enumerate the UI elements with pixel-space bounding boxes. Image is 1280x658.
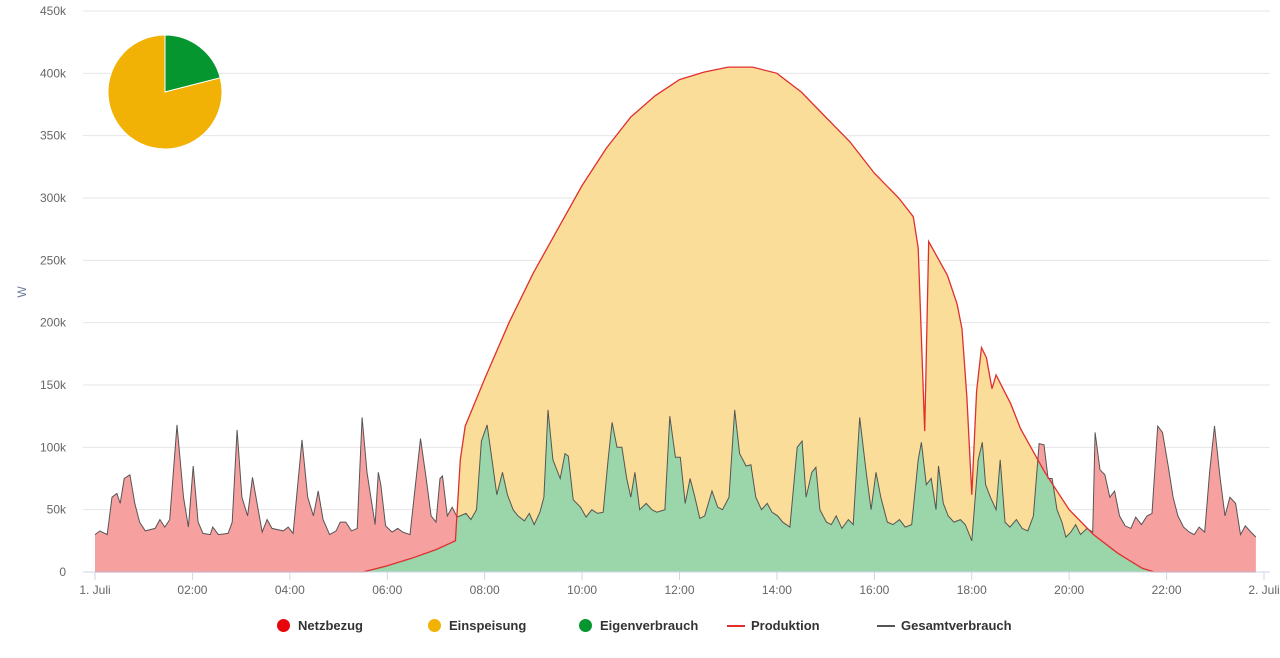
axes: 0 50k 100k 150k 200k 250k 300k 350k 400k 450k 1. J… xyxy=(40,4,1280,597)
legend-item-netzbezug[interactable]: Netzbezug xyxy=(277,618,363,633)
series-lines xyxy=(94,66,1257,573)
einspeisung-area xyxy=(95,67,1256,572)
y-tick-label: 0 xyxy=(59,565,66,579)
legend-line-icon xyxy=(877,624,895,627)
x-tick-label: 04:00 xyxy=(275,583,305,597)
x-tick-label: 06:00 xyxy=(372,583,402,597)
x-tick-label: 08:00 xyxy=(470,583,500,597)
legend-item-eigenverbrauch[interactable]: Eigenverbrauch xyxy=(579,618,698,633)
x-tick-label: 02:00 xyxy=(177,583,207,597)
legend-label: Einspeisung xyxy=(449,618,527,633)
y-tick-label: 200k xyxy=(40,316,67,330)
pie-chart xyxy=(107,34,223,150)
x-tick-label: 12:00 xyxy=(664,583,694,597)
legend: Netzbezug Einspeisung Eigenverbrauch Pro… xyxy=(0,618,1280,638)
legend-item-einspeisung[interactable]: Einspeisung xyxy=(428,618,526,633)
x-tick-label: 14:00 xyxy=(762,583,792,597)
pie-slice-einspeisung xyxy=(107,34,223,150)
y-tick-label: 450k xyxy=(40,4,67,18)
produktion-line xyxy=(95,66,1256,573)
x-tick-label: 1. Juli xyxy=(79,583,110,597)
y-axis-label: W xyxy=(15,286,29,298)
y-tick-label: 50k xyxy=(47,503,67,517)
x-tick-label: 18:00 xyxy=(957,583,987,597)
gesamtverbrauch-line xyxy=(94,409,1257,541)
legend-item-gesamtverbrauch[interactable]: Gesamtverbrauch xyxy=(877,618,1012,633)
eigenverbrauch-area xyxy=(95,409,1256,572)
y-tick-label: 250k xyxy=(40,253,67,267)
area-fills xyxy=(95,67,1256,572)
legend-label: Produktion xyxy=(751,618,820,633)
legend-dot-icon xyxy=(277,619,290,632)
legend-dot-icon xyxy=(428,619,441,632)
y-tick-label: 350k xyxy=(40,129,67,143)
y-tick-label: 300k xyxy=(40,191,67,205)
pie-slice-eigenverbrauch xyxy=(164,34,221,93)
x-tick-label: 2. Juli xyxy=(1248,583,1279,597)
x-tick-label: 10:00 xyxy=(567,583,597,597)
legend-label: Netzbezug xyxy=(298,618,363,633)
legend-dot-icon xyxy=(579,619,592,632)
legend-label: Gesamtverbrauch xyxy=(901,618,1012,633)
legend-label: Eigenverbrauch xyxy=(600,618,699,633)
x-tick-label: 22:00 xyxy=(1152,583,1182,597)
y-tick-label: 150k xyxy=(40,378,67,392)
legend-line-icon xyxy=(727,624,745,627)
y-tick-label: 400k xyxy=(40,66,67,80)
y-tick-label: 100k xyxy=(40,440,67,454)
legend-item-produktion[interactable]: Produktion xyxy=(727,618,820,633)
x-tick-label: 16:00 xyxy=(859,583,889,597)
x-tick-label: 20:00 xyxy=(1054,583,1084,597)
